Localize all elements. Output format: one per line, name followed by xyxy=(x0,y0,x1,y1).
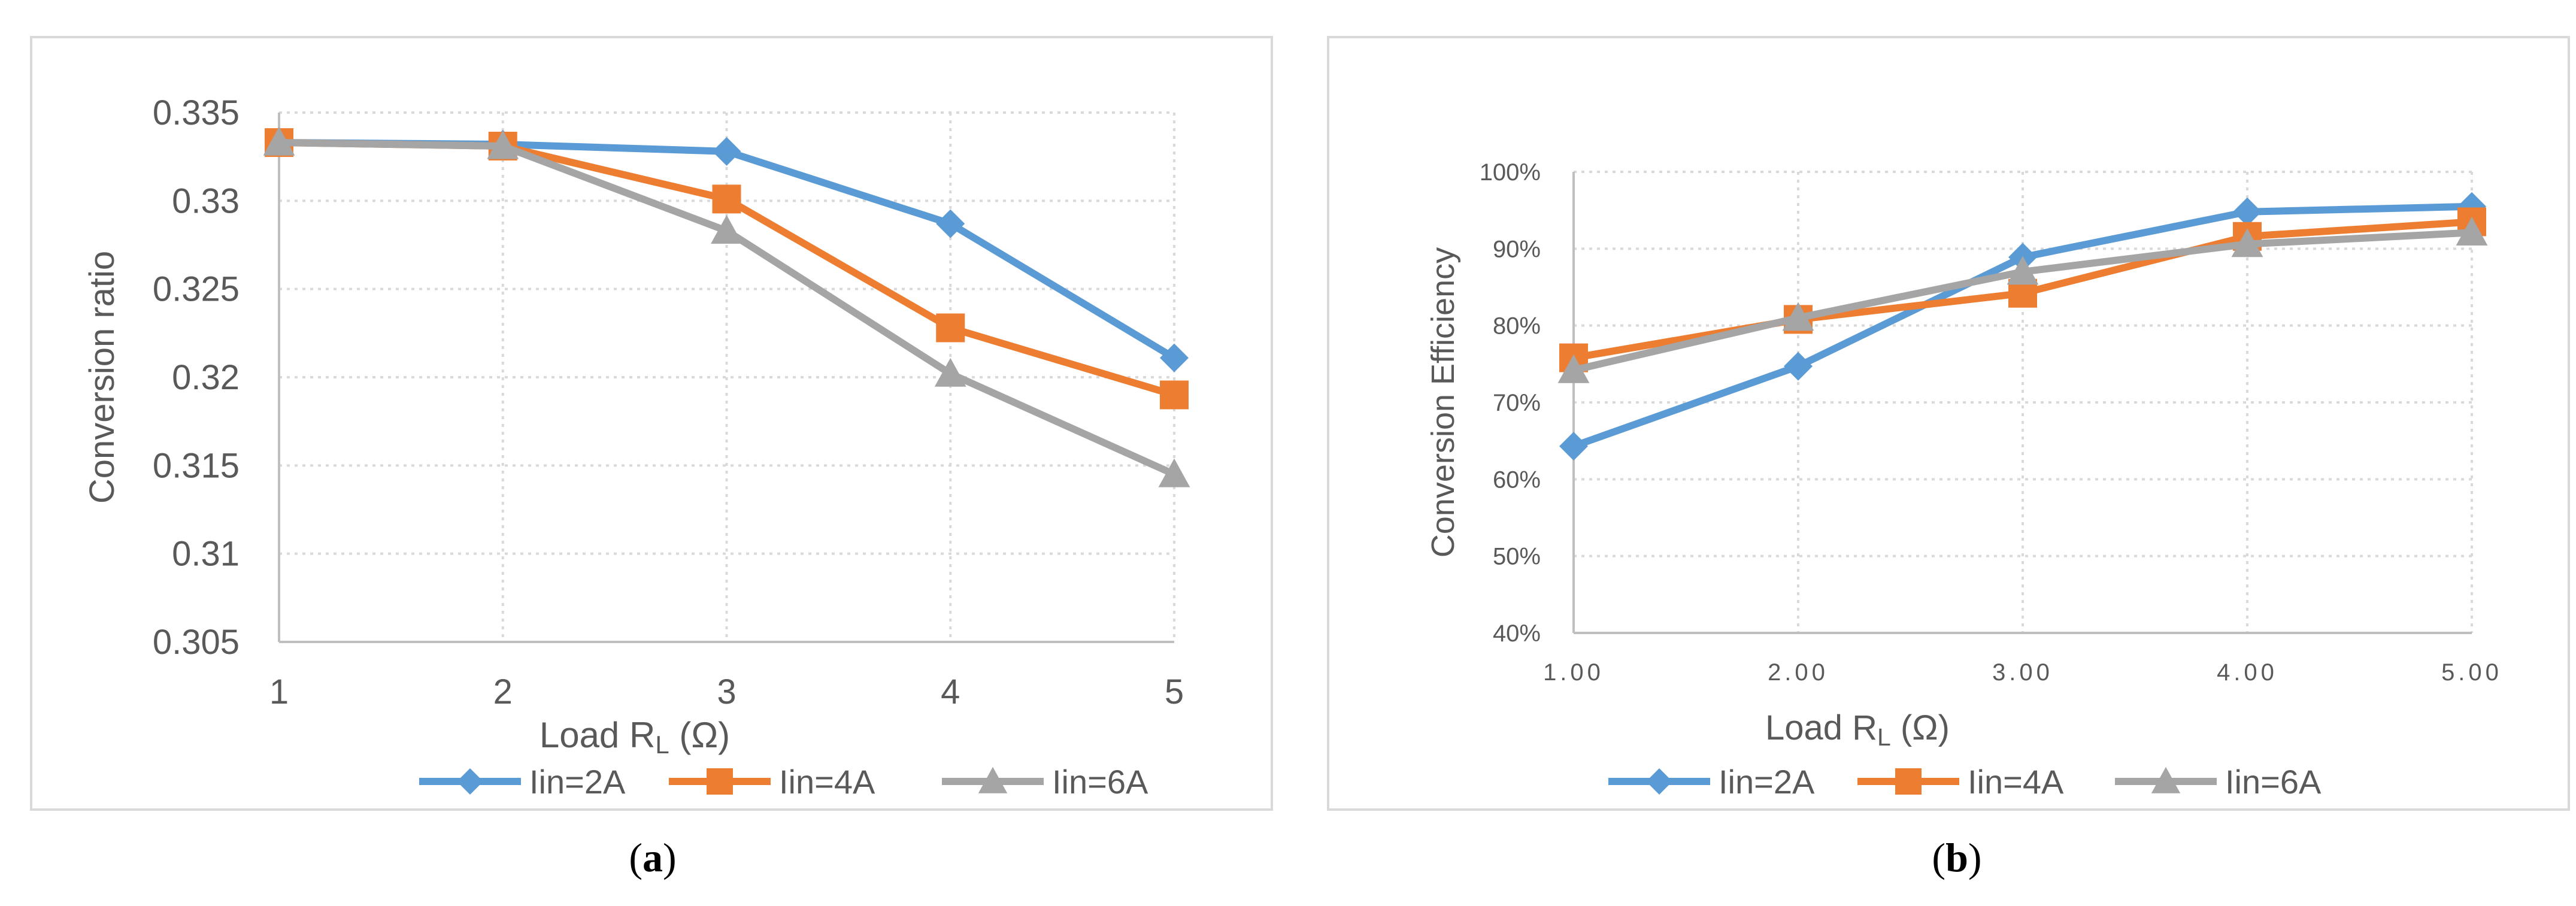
y-tick-label: 100% xyxy=(1480,159,1541,186)
legend-marker-3 xyxy=(2151,766,2181,793)
x-tick-label: 3.00 xyxy=(1992,659,2053,686)
x-tick-label: 3 xyxy=(717,672,736,711)
chart-a: 0.305 0.31 0.315 0.32 0.325 0.33 0.335 1 2 3 4 5 Con… xyxy=(30,36,1273,880)
y-tick-label: 90% xyxy=(1493,236,1541,262)
chart-b: 40% 50% 60% 70% 80% 90% 100% 1.00 2.00 3.00 4.00 5.… xyxy=(1327,36,2570,880)
series-1-point xyxy=(712,137,741,166)
caption-close: ) xyxy=(1968,835,1982,880)
legend-marker-2 xyxy=(1895,768,1922,795)
y-tick-label: 0.32 xyxy=(172,358,240,397)
x-axis-title-subscript: L xyxy=(655,731,669,759)
x-tick-label: 1.00 xyxy=(1543,659,1604,686)
caption-letter: a xyxy=(643,835,663,880)
y-axis-title: Conversion ratio xyxy=(83,251,122,504)
x-axis-title-unit: (Ω) xyxy=(1891,708,1950,747)
y-axis-title: Conversion Efficiency xyxy=(1425,247,1461,557)
x-tick-label: 2.00 xyxy=(1768,659,1829,686)
y-tick-label: 80% xyxy=(1493,313,1541,340)
series-3-point xyxy=(1782,302,1814,331)
legend-label-3: Iin=6A xyxy=(2225,763,2322,801)
figure-caption: (b) xyxy=(1932,835,1981,880)
caption-open: ( xyxy=(1932,835,1945,880)
legend-marker-1 xyxy=(457,768,483,795)
y-tick-label: 50% xyxy=(1493,544,1541,570)
chart-frame xyxy=(1327,36,2570,811)
y-tick-label: 0.335 xyxy=(153,93,240,132)
x-axis-title: Load RL (Ω) xyxy=(540,715,730,759)
legend-marker-2 xyxy=(707,768,733,795)
x-tick-label: 1 xyxy=(269,672,289,711)
caption-close: ) xyxy=(663,835,677,880)
y-tick-label: 0.305 xyxy=(153,623,240,662)
series-3-point xyxy=(934,357,966,387)
legend-label-1: Iin=2A xyxy=(529,763,626,801)
y-tick-label: 40% xyxy=(1493,620,1541,647)
x-tick-label: 4.00 xyxy=(2217,659,2278,686)
legend-marker-1 xyxy=(1646,768,1672,795)
series-3-point xyxy=(2007,256,2039,285)
series-3-point xyxy=(1158,458,1190,487)
x-tick-label: 4 xyxy=(941,672,960,711)
legend-label-3: Iin=6A xyxy=(1052,763,1148,801)
chart-frame xyxy=(30,36,1273,811)
x-axis-title: Load RL (Ω) xyxy=(1765,708,1950,751)
series-1-point xyxy=(1160,343,1189,372)
x-axis-title-main: Load R xyxy=(540,715,655,755)
caption-letter: b xyxy=(1945,835,1968,880)
series-3-point xyxy=(2456,216,2488,246)
y-tick-label: 0.31 xyxy=(172,535,240,574)
legend-marker-3 xyxy=(978,766,1008,793)
x-axis-title-subscript: L xyxy=(1877,723,1891,751)
y-tick-label: 60% xyxy=(1493,466,1541,493)
figure-caption: (a) xyxy=(629,835,676,880)
x-tick-label: 5 xyxy=(1165,672,1184,711)
legend-label-2: Iin=4A xyxy=(1968,763,2064,801)
caption-open: ( xyxy=(629,835,643,880)
series-1-point xyxy=(1784,352,1813,381)
x-tick-label: 5.00 xyxy=(2441,659,2502,686)
series-2-point xyxy=(936,313,965,343)
series-1-point xyxy=(1559,432,1588,461)
series-3-point xyxy=(487,130,519,159)
series-3-point xyxy=(1557,354,1590,383)
series-3-point xyxy=(2231,228,2263,257)
y-tick-label: 70% xyxy=(1493,390,1541,416)
series-1-point xyxy=(2233,197,2262,226)
legend-label-1: Iin=2A xyxy=(1719,763,1815,801)
y-tick-label: 0.33 xyxy=(172,181,240,220)
x-axis-title-main: Load R xyxy=(1765,708,1877,747)
series-3-point xyxy=(263,126,295,156)
series-2-point xyxy=(712,184,741,214)
series-3-point xyxy=(711,215,743,244)
legend-label-2: Iin=4A xyxy=(779,763,875,801)
y-tick-label: 0.325 xyxy=(153,270,240,309)
y-tick-label: 0.315 xyxy=(153,446,240,485)
series-2-point xyxy=(1160,380,1189,410)
x-axis-title-unit: (Ω) xyxy=(669,715,730,755)
series-1-point xyxy=(936,209,965,238)
x-tick-label: 2 xyxy=(493,672,513,711)
